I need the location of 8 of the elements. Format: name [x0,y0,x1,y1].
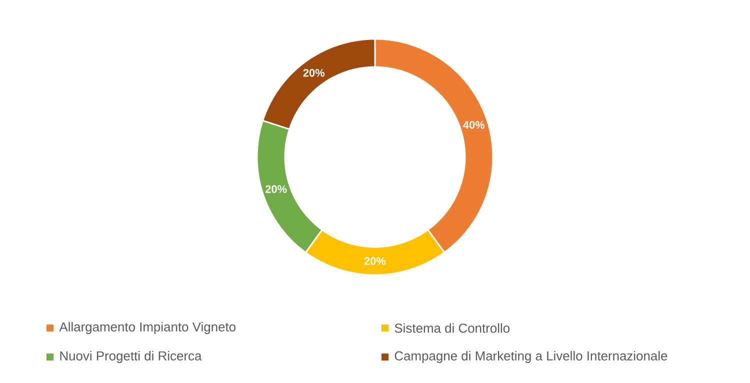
legend-label: Allargamento Impianto Vigneto [59,322,236,334]
legend-label: Campagne di Marketing a Livello Internazionale [394,350,668,364]
data-label: 20% [303,68,325,77]
data-label: 40% [463,120,485,129]
data-label: 20% [266,185,287,194]
legend-label: Nuovi Progetti di Ricerca [60,350,202,364]
legend-label: Sistema di Controllo [394,323,510,333]
data-label: 20% [364,257,386,265]
